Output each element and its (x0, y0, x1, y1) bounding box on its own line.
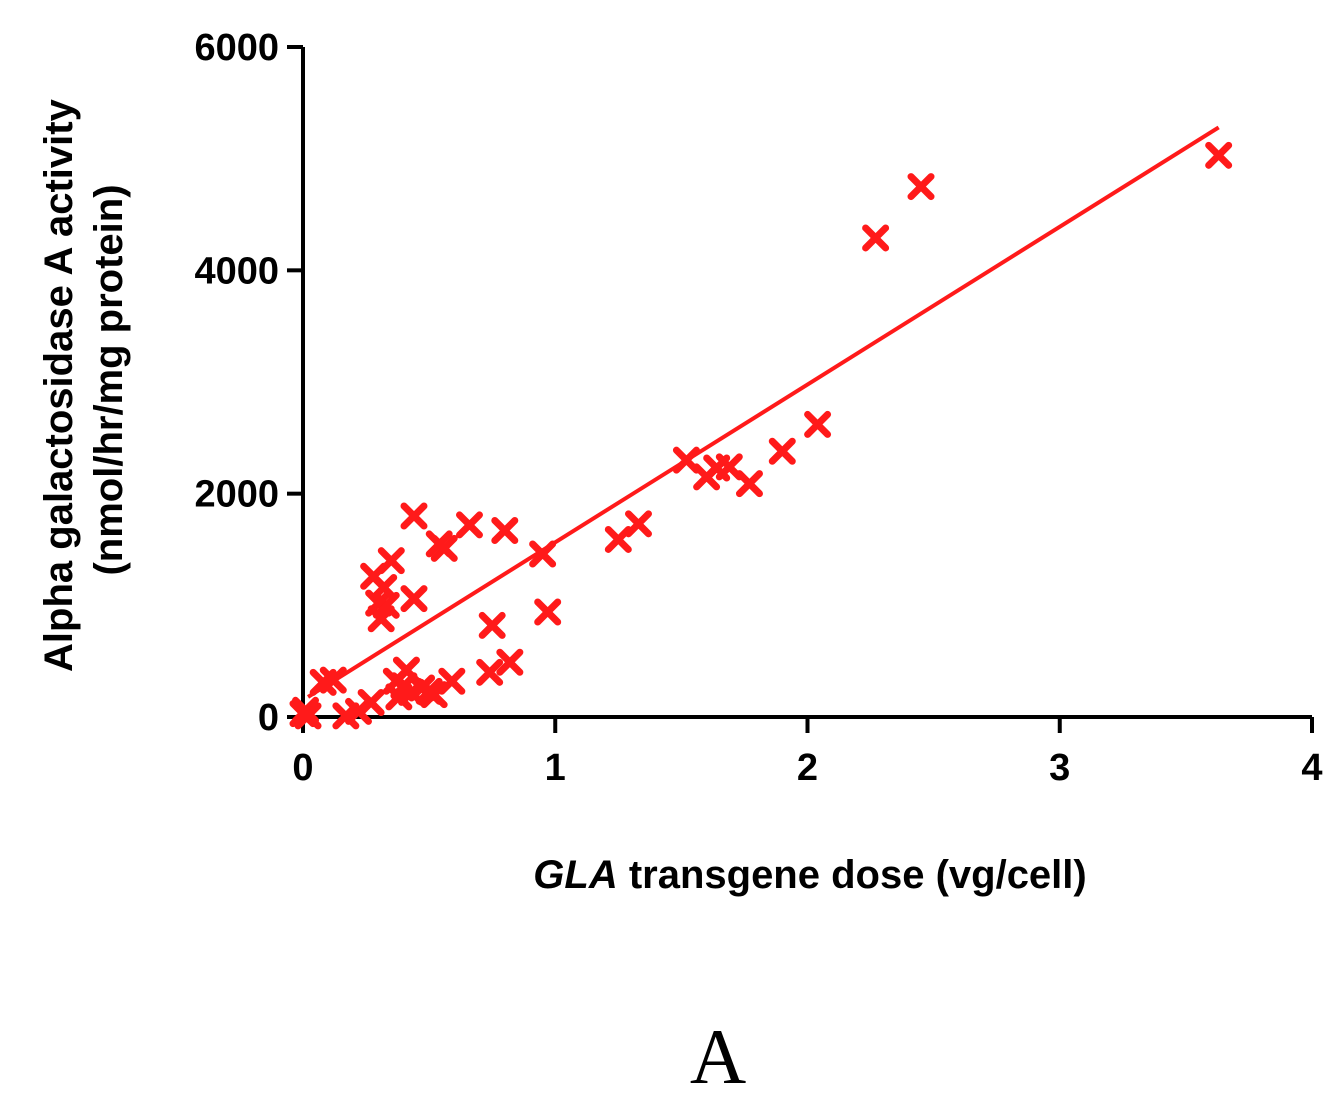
data-point (400, 585, 428, 613)
data-point (862, 224, 890, 252)
data-point (438, 667, 466, 695)
x-axis-title-rest: transgene dose (vg/cell) (618, 853, 1087, 897)
data-point (294, 702, 322, 730)
y-tick-label: 0 (258, 697, 279, 739)
regression-line (306, 125, 1220, 699)
data-point (604, 525, 632, 553)
y-tick-label: 4000 (194, 250, 279, 292)
x-axis-title: GLA transgene dose (vg/cell) (533, 853, 1086, 897)
data-point (529, 540, 557, 568)
data-points (289, 141, 1233, 730)
x-axis-title-italic: GLA (533, 853, 617, 897)
data-point (624, 510, 652, 538)
data-point (496, 648, 524, 676)
data-point (907, 173, 935, 201)
x-tick-label: 3 (1049, 747, 1070, 789)
x-tick-label: 1 (545, 747, 566, 789)
data-point (478, 611, 506, 639)
data-point (319, 666, 347, 694)
data-point (768, 437, 796, 465)
x-tick-label: 0 (292, 747, 313, 789)
x-tick-label: 4 (1301, 747, 1322, 789)
data-point (372, 591, 400, 619)
y-axis-title-line2: (nmol/hr/mg protein) (87, 184, 131, 575)
data-point (672, 446, 700, 474)
data-point (491, 517, 519, 545)
data-point (735, 470, 763, 498)
y-tick-label: 6000 (194, 27, 279, 69)
data-point (367, 605, 395, 633)
panel-label: A (690, 1013, 746, 1100)
data-point (455, 511, 483, 539)
y-tick-label: 2000 (194, 474, 279, 516)
x-tick-label: 2 (797, 747, 818, 789)
data-point (804, 410, 832, 438)
data-point (377, 547, 405, 575)
axis-ticks: 0 2000 4000 6000 0 1 2 3 4 (194, 27, 1322, 789)
data-point (357, 688, 385, 716)
data-point (430, 534, 458, 562)
data-point (1205, 141, 1233, 169)
data-point (715, 453, 743, 481)
data-point (534, 598, 562, 626)
data-point (476, 658, 504, 686)
data-point (400, 502, 428, 530)
y-axis-title: Alpha galactosidase A activity (nmol/hr/… (37, 88, 131, 672)
y-axis-title-line1: Alpha galactosidase A activity (37, 98, 81, 672)
